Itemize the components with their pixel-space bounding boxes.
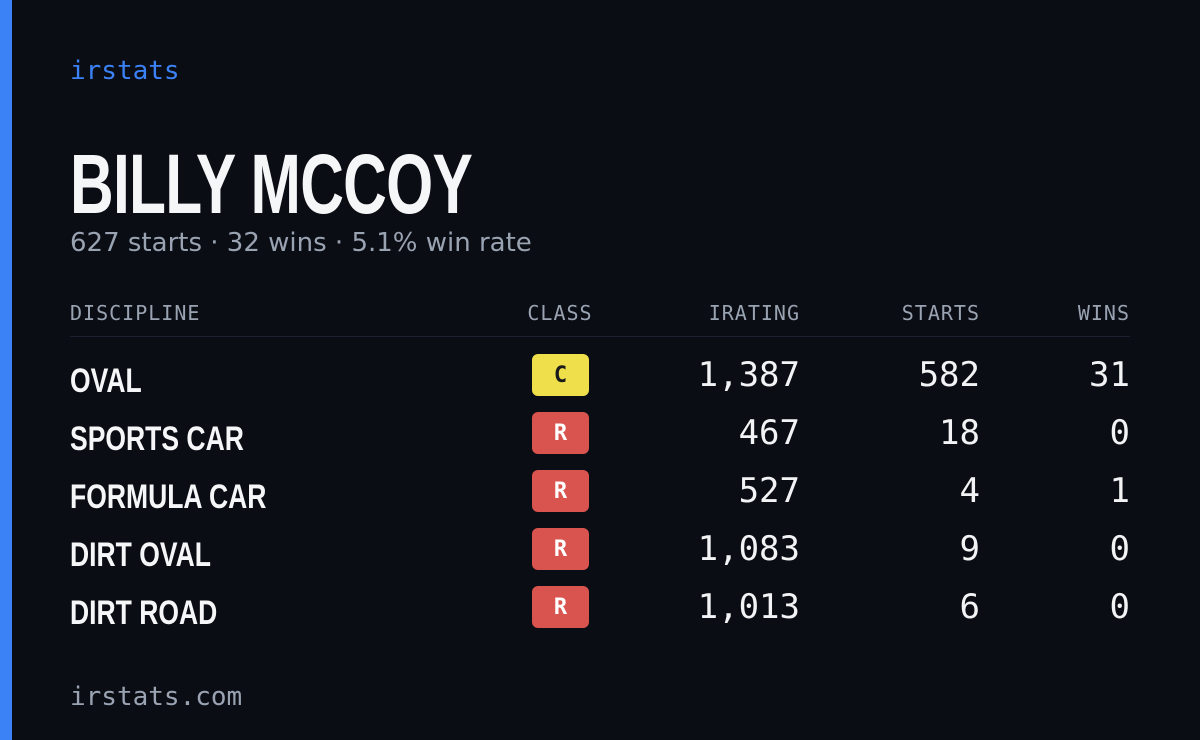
discipline: SPORTS CAR [70, 420, 244, 458]
discipline: DIRT ROAD [70, 594, 218, 632]
accent-bar [0, 0, 12, 740]
column-header: STARTS [901, 301, 980, 325]
wins: 0 [1109, 587, 1130, 627]
column-header: DISCIPLINE [70, 301, 201, 325]
driver-summary: 627 starts · 32 wins · 5.1% win rate [70, 228, 532, 258]
header-rule [70, 336, 1130, 337]
irating: 1,387 [697, 355, 800, 395]
driver-name: BILLY MCCOY [70, 137, 473, 231]
wins: 0 [1109, 529, 1130, 569]
wins: 31 [1089, 355, 1130, 395]
footer: irstats.com [70, 682, 243, 712]
wins: 0 [1109, 413, 1130, 453]
irating: 527 [738, 471, 800, 511]
starts: 9 [959, 529, 980, 569]
class-badge: R [532, 470, 589, 512]
class-badge: R [532, 586, 589, 628]
class-badge: R [532, 412, 589, 454]
column-header: WINS [1077, 301, 1130, 325]
starts: 18 [939, 413, 980, 453]
column-header: IRATING [708, 301, 800, 325]
wins: 1 [1109, 471, 1130, 511]
starts: 4 [959, 471, 980, 511]
irating: 1,013 [697, 587, 800, 627]
starts: 582 [918, 355, 980, 395]
irating: 467 [738, 413, 800, 453]
irating: 1,083 [697, 529, 800, 569]
discipline: OVAL [70, 362, 142, 400]
starts: 6 [959, 587, 980, 627]
discipline: FORMULA CAR [70, 478, 267, 516]
class-badge: C [532, 354, 589, 396]
class-badge: R [532, 528, 589, 570]
column-header: CLASS [527, 301, 593, 325]
brand: irstats [70, 56, 180, 86]
discipline: DIRT OVAL [70, 536, 211, 574]
